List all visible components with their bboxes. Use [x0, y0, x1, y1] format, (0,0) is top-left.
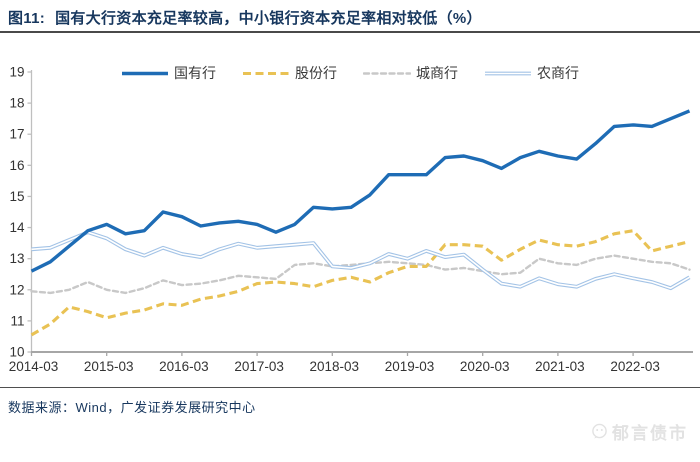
wechat-chat-icon: [592, 423, 607, 439]
page-title: 图11: 国有大行资本充足率较高，中小银行资本充足率相对较低（%）: [8, 7, 692, 28]
x-tick-label: 2016-03: [159, 359, 209, 374]
data-source-note: 数据来源：Wind，广发证券发展研究中心: [8, 400, 256, 415]
y-tick-label: 10: [9, 345, 24, 360]
y-tick-label: 16: [9, 158, 24, 173]
legend-label: 农商行: [537, 65, 579, 81]
legend-swatch-dashed-line-icon: [242, 69, 290, 78]
x-tick-label: 2020-03: [460, 359, 510, 374]
figure-title-text: 国有大行资本充足率较高，中小银行资本充足率相对较低（%）: [55, 10, 482, 27]
y-tick-label: 18: [9, 96, 24, 111]
legend-line-sample: [485, 71, 531, 75]
x-tick-label: 2017-03: [234, 359, 284, 374]
brand-watermark: 郁言债市: [591, 419, 688, 444]
legend-line-sample: [243, 71, 289, 75]
x-tick-label: 2022-03: [610, 359, 660, 374]
y-tick-label: 12: [9, 282, 24, 297]
series-line-city-commercial-banks: [30, 254, 691, 295]
legend-swatch-dotted-line-icon: [362, 69, 412, 78]
legend-label: 城商行: [416, 65, 458, 81]
legend-swatch-double-line-icon: [484, 69, 532, 78]
title-divider: [0, 31, 700, 33]
series-line-joint-stock-banks: [30, 229, 690, 337]
y-tick-label: 19: [9, 65, 24, 80]
legend-item-joint-stock: 股份行: [242, 63, 337, 83]
series-line-rural-commercial-banks-inner: [31, 231, 690, 290]
y-tick-label: 14: [9, 220, 25, 235]
chart-legend: 国有行 股份行 城商行 农商行: [0, 63, 700, 83]
legend-item-state-owned: 国有行: [121, 63, 216, 83]
legend-line-sample: [122, 71, 168, 75]
x-tick-label: 2019-03: [385, 359, 435, 374]
y-tick-label: 11: [10, 313, 24, 328]
legend-line-sample: [362, 71, 412, 75]
legend-item-rural-commercial: 农商行: [484, 63, 579, 83]
y-tick-label: 17: [9, 127, 24, 142]
x-tick-label: 2018-03: [310, 359, 360, 374]
series-line-state-owned-banks: [30, 109, 691, 273]
legend-label: 股份行: [295, 65, 337, 81]
legend-swatch-solid-line-icon: [121, 69, 169, 78]
x-tick-label: 2015-03: [84, 359, 134, 374]
y-tick-label: 13: [9, 251, 24, 266]
figure-number: 图11:: [8, 10, 46, 27]
x-tick-label: 2021-03: [535, 359, 585, 374]
legend-item-city-commercial: 城商行: [362, 63, 458, 83]
watermark-label: 郁言债市: [612, 424, 688, 443]
y-tick-label: 15: [9, 189, 24, 204]
legend-label: 国有行: [174, 65, 216, 81]
footer-divider: [0, 387, 700, 388]
x-tick-label: 2014-03: [9, 359, 59, 374]
